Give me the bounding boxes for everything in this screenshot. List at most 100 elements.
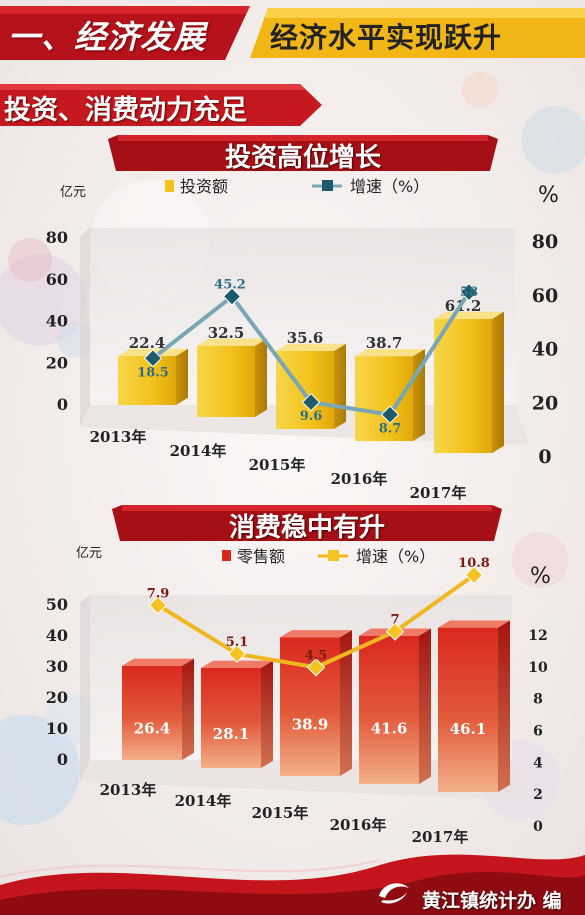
organization-logo xyxy=(379,883,409,904)
bar-side xyxy=(255,338,267,417)
footer-credit: 黄江镇统计办 编 xyxy=(422,890,562,912)
y2-tick-label: 80 xyxy=(532,231,558,253)
growth-marker xyxy=(385,622,405,641)
bar-side xyxy=(176,348,188,405)
category-label: 2016年 xyxy=(330,816,387,834)
growth-value-label: 10.8 xyxy=(458,556,490,571)
bar-side xyxy=(261,660,273,768)
bar-side xyxy=(498,620,510,792)
legend-swatch-marker xyxy=(322,180,333,191)
y-tick-label: 30 xyxy=(46,657,68,676)
section-tag-banner xyxy=(0,84,322,126)
y-tick-label: 10 xyxy=(46,719,68,738)
chart2-title-wrap: 消费稳中有升 xyxy=(112,505,502,543)
bar-value-label: 61.2 xyxy=(445,297,482,315)
legend-label-bar: 零售额 xyxy=(237,547,285,566)
bar-top xyxy=(355,348,425,357)
category-label: 2017年 xyxy=(412,828,469,846)
legend-swatch-bar xyxy=(165,180,174,192)
growth-marker xyxy=(380,405,400,424)
y-tick-label: 0 xyxy=(57,395,68,414)
y2-tick-label: 12 xyxy=(528,628,547,644)
growth-marker xyxy=(143,349,163,368)
right-axis-unit: % xyxy=(538,183,559,208)
y2-tick-label: 40 xyxy=(532,339,558,361)
legend-label-line: 增速（%） xyxy=(356,547,435,566)
section-title-banner xyxy=(0,6,250,60)
bar-top xyxy=(201,660,273,668)
chart2-title-banner xyxy=(112,505,502,541)
bar-side xyxy=(492,311,504,453)
y-tick-label: 60 xyxy=(46,270,68,289)
chart-2: 亿元% 零售额 增速（%） 0 10 20 30 40 50 0 2 4 6 8 10 12 26.4 2013年… xyxy=(46,546,551,846)
growth-marker xyxy=(459,282,479,302)
category-label: 2013年 xyxy=(100,781,157,799)
subtitle-wrap: 经济水平实现跃升 xyxy=(250,8,585,58)
y-tick-label: 20 xyxy=(46,353,68,372)
growth-value-label: 7 xyxy=(390,613,399,628)
bar-value-label: 22.4 xyxy=(129,334,166,352)
bar-side xyxy=(340,630,352,776)
right-axis-unit: % xyxy=(530,564,551,589)
growth-marker xyxy=(464,565,484,585)
bar-side xyxy=(182,658,194,760)
y-tick-label: 80 xyxy=(46,228,68,247)
chart1-title: 投资高位增长 xyxy=(224,143,381,173)
bar xyxy=(118,355,176,405)
chart1-title-banner xyxy=(108,135,498,171)
growth-value-label: 5.1 xyxy=(226,635,249,650)
growth-marker xyxy=(306,658,326,677)
bar-value-label: 46.1 xyxy=(450,720,487,738)
y2-tick-label: 4 xyxy=(533,755,543,771)
footer-ribbon xyxy=(0,854,585,915)
y-tick-label: 50 xyxy=(46,595,68,614)
y2-tick-label: 0 xyxy=(538,446,551,468)
section-title-wrap: 一、经济发展 xyxy=(0,6,250,60)
bar-value-label: 32.5 xyxy=(208,324,245,342)
growth-value-label: 18.5 xyxy=(137,365,169,380)
bar xyxy=(201,667,261,768)
category-label: 2015年 xyxy=(252,804,309,822)
bar xyxy=(434,318,492,453)
bar xyxy=(122,665,182,760)
category-label: 2013年 xyxy=(90,428,147,446)
bar-top xyxy=(122,658,194,666)
bar-side xyxy=(334,343,346,429)
growth-value-label: 45.2 xyxy=(214,278,246,293)
chart-1: 亿元 % 投资额 增速（%） 0 20 40 60 80 0 20 40 60 80 22.4 2013年 32… xyxy=(46,177,559,502)
bar-top xyxy=(438,620,510,628)
legend-swatch-marker xyxy=(328,550,339,561)
chart-side-wall xyxy=(80,595,90,782)
growth-value-label: 7.9 xyxy=(147,586,170,601)
chart2-title: 消费稳中有升 xyxy=(228,513,385,543)
bar-top xyxy=(197,338,267,346)
subtitle-banner xyxy=(250,8,585,58)
left-axis-unit: 亿元 xyxy=(76,546,102,561)
growth-value-label: 4.5 xyxy=(305,648,328,663)
growth-value-label: 9.6 xyxy=(300,409,323,424)
bar xyxy=(359,635,419,784)
y2-tick-label: 20 xyxy=(532,392,558,414)
category-label: 2016年 xyxy=(331,470,388,488)
bar-value-label: 26.4 xyxy=(134,720,171,738)
section-tag-wrap: 投资、消费动力充足 xyxy=(0,84,330,126)
chart1-title-wrap: 投资高位增长 xyxy=(108,135,498,173)
bar-side xyxy=(419,628,431,784)
y2-tick-label: 6 xyxy=(533,724,543,740)
legend-label-line: 增速（%） xyxy=(350,177,429,196)
category-label: 2015年 xyxy=(249,456,306,474)
category-label: 2017年 xyxy=(410,484,467,502)
bar xyxy=(355,356,413,441)
subtitle: 经济水平实现跃升 xyxy=(270,21,503,54)
bar-value-label: 38.9 xyxy=(292,716,329,734)
category-label: 2014年 xyxy=(175,792,232,810)
left-axis-unit: 亿元 xyxy=(60,185,86,200)
section-title: 一、经济发展 xyxy=(8,18,207,56)
bar-value-label: 41.6 xyxy=(371,719,408,737)
chart-side-wall xyxy=(80,228,90,427)
growth-value-label: 58 xyxy=(460,285,478,300)
bar xyxy=(276,350,334,429)
growth-marker xyxy=(227,644,247,664)
bar-value-label: 35.6 xyxy=(287,329,324,347)
